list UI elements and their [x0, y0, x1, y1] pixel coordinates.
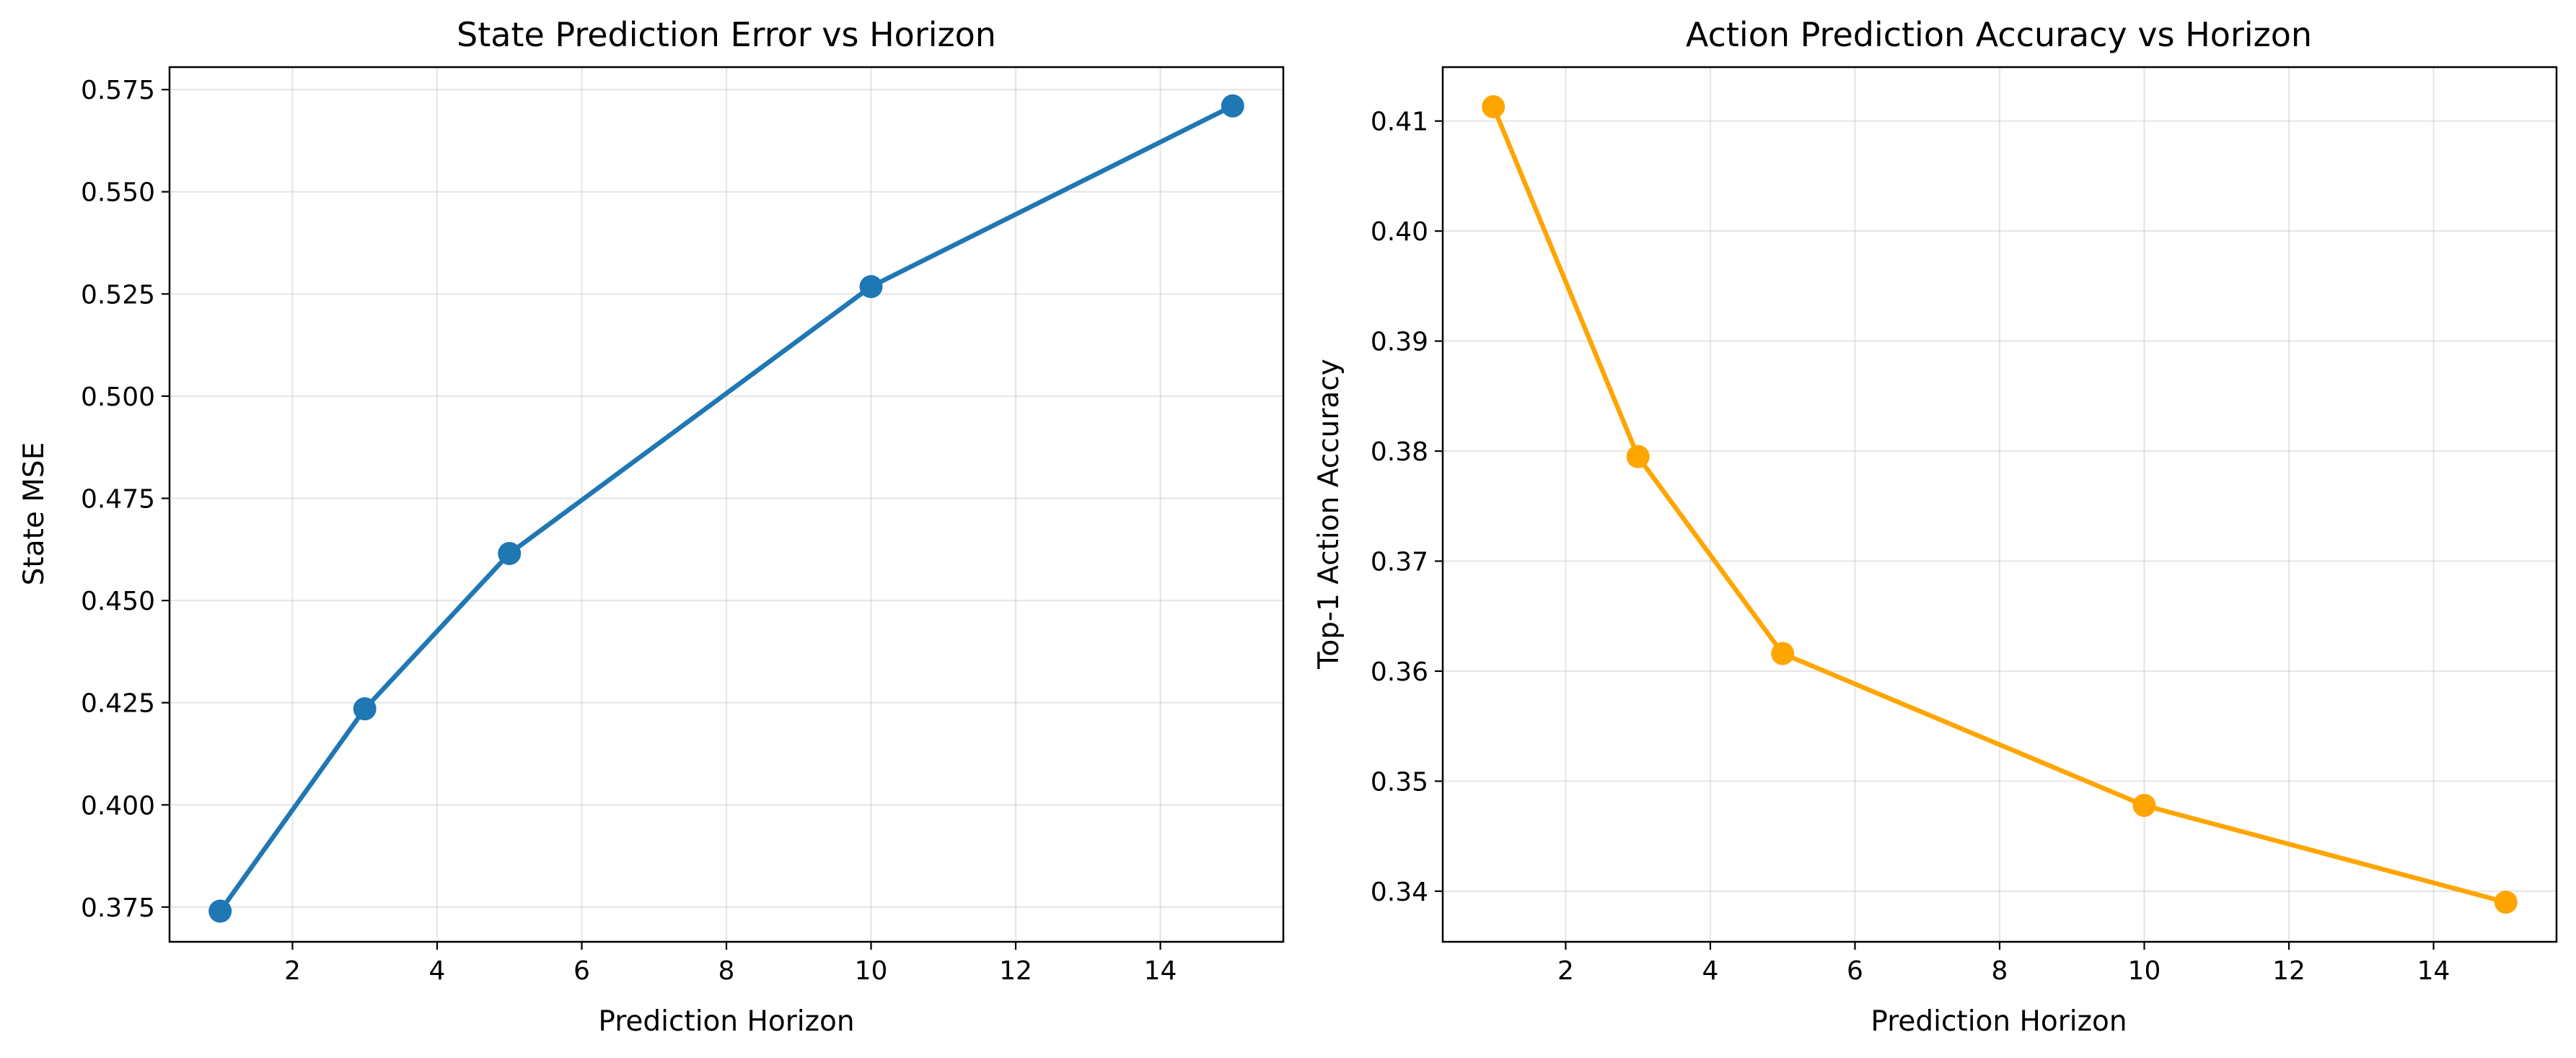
- x-tick-label: 14: [1144, 956, 1177, 986]
- x-tick-label: 2: [284, 956, 301, 986]
- data-point: [208, 899, 232, 923]
- y-tick-label: 0.41: [1371, 108, 1428, 137]
- y-axis-label: Top-1 Action Accuracy: [1313, 359, 1345, 670]
- y-tick-label: 0.475: [81, 485, 155, 515]
- x-tick-label: 12: [999, 956, 1032, 986]
- action-accuracy-subplot: Action Prediction Accuracy vs Horizon Pr…: [1313, 15, 2558, 1038]
- y-tick-label: 0.37: [1371, 548, 1428, 577]
- x-axis-label: Prediction Horizon: [598, 1005, 854, 1038]
- y-tick-label: 0.34: [1371, 878, 1428, 907]
- series: [1482, 95, 2518, 914]
- data-point: [1482, 95, 1505, 118]
- data-point: [1626, 445, 1650, 468]
- x-tick-label: 6: [1847, 956, 1863, 986]
- data-point: [2132, 793, 2156, 817]
- data-point: [2494, 891, 2518, 914]
- y-tick-label: 0.450: [81, 587, 155, 616]
- data-point: [1221, 94, 1244, 118]
- y-tick-label: 0.525: [81, 280, 155, 310]
- x-axis-label: Prediction Horizon: [1871, 1005, 2127, 1038]
- grid: [170, 67, 1283, 942]
- y-tick-label: 0.500: [81, 382, 155, 412]
- x-tick-label: 4: [429, 956, 446, 986]
- y-tick-label: 0.39: [1371, 328, 1428, 357]
- x-tick-label: 12: [2272, 956, 2305, 986]
- x-tick-label: 10: [2128, 956, 2161, 986]
- x-tick-label: 2: [1557, 956, 1574, 986]
- y-tick-label: 0.36: [1371, 657, 1428, 687]
- y-tick-label: 0.375: [81, 893, 155, 923]
- state-mse-subplot: State Prediction Error vs Horizon Predic…: [18, 15, 1285, 1038]
- x-tick-label: 4: [1702, 956, 1719, 986]
- data-point: [1771, 642, 1795, 665]
- y-tick-label: 0.575: [81, 76, 155, 105]
- axis-ticks: 2 4 6 8 10 12 14 0.34 0.35 0.36 0.37 0.38 0.39 0.40 0.…: [1371, 108, 2450, 986]
- y-axis-label: State MSE: [18, 442, 50, 586]
- series: [208, 94, 1244, 923]
- x-tick-label: 8: [1992, 956, 2008, 986]
- data-point: [498, 541, 522, 565]
- y-tick-label: 0.425: [81, 689, 155, 719]
- x-tick-label: 10: [855, 956, 888, 986]
- y-tick-label: 0.550: [81, 178, 155, 208]
- x-tick-label: 8: [718, 956, 735, 986]
- axis-ticks: 2 4 6 8 10 12 14 0.375 0.400 0.425 0.450 0.475 0.500…: [81, 76, 1177, 986]
- plot-frame: [168, 66, 1285, 943]
- x-tick-label: 6: [573, 956, 590, 986]
- y-tick-label: 0.40: [1371, 217, 1428, 247]
- y-tick-label: 0.38: [1371, 437, 1428, 467]
- y-tick-label: 0.35: [1371, 767, 1428, 797]
- chart-title: State Prediction Error vs Horizon: [457, 15, 996, 54]
- y-tick-label: 0.400: [81, 791, 155, 821]
- x-tick-label: 14: [2417, 956, 2450, 986]
- data-point: [353, 697, 377, 721]
- data-point: [859, 275, 883, 299]
- plot-frame: [1441, 66, 2558, 943]
- chart-title: Action Prediction Accuracy vs Horizon: [1686, 15, 2312, 54]
